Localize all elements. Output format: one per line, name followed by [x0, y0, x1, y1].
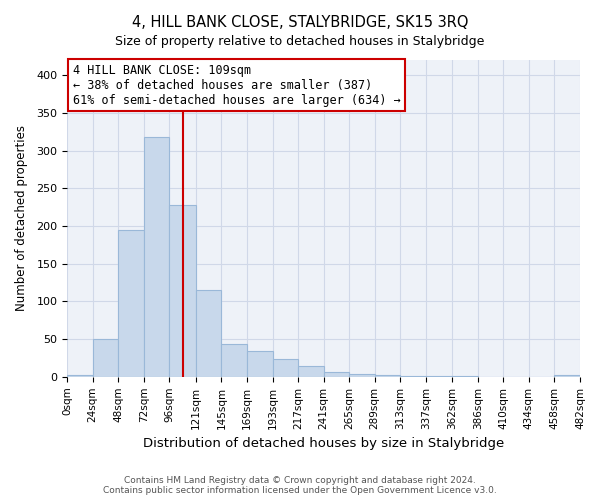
Bar [93, 339, 118, 377]
Bar [118, 230, 144, 377]
Bar [323, 372, 349, 377]
X-axis label: Distribution of detached houses by size in Stalybridge: Distribution of detached houses by size … [143, 437, 504, 450]
Text: Size of property relative to detached houses in Stalybridge: Size of property relative to detached ho… [115, 35, 485, 48]
Bar [349, 374, 374, 377]
Text: 4, HILL BANK CLOSE, STALYBRIDGE, SK15 3RQ: 4, HILL BANK CLOSE, STALYBRIDGE, SK15 3R… [132, 15, 468, 30]
Bar [298, 366, 323, 377]
Bar [554, 376, 580, 377]
Bar [400, 376, 426, 377]
Bar [374, 376, 400, 377]
Bar [247, 351, 272, 377]
Bar [67, 376, 93, 377]
Bar [144, 137, 169, 377]
Bar [452, 376, 478, 377]
Bar [426, 376, 452, 377]
Text: 4 HILL BANK CLOSE: 109sqm
← 38% of detached houses are smaller (387)
61% of semi: 4 HILL BANK CLOSE: 109sqm ← 38% of detac… [73, 64, 400, 107]
Bar [272, 358, 298, 377]
Y-axis label: Number of detached properties: Number of detached properties [15, 126, 28, 312]
Bar [196, 290, 221, 377]
Bar [169, 205, 196, 377]
Bar [221, 344, 247, 377]
Text: Contains HM Land Registry data © Crown copyright and database right 2024.
Contai: Contains HM Land Registry data © Crown c… [103, 476, 497, 495]
